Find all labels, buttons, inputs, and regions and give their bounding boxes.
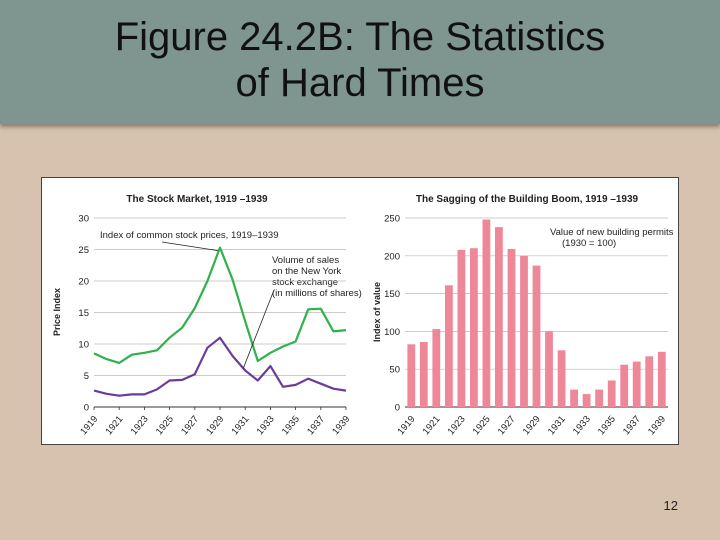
- building-annotation-line-2: (1930 = 100): [562, 238, 616, 249]
- stock-y-tick-label: 20: [78, 277, 89, 288]
- stock-x-tick-label: 1931: [229, 414, 251, 437]
- building-bar: [632, 361, 641, 407]
- stock-y-tick-label: 15: [78, 308, 89, 319]
- building-bar: [607, 380, 616, 407]
- stock-y-tick-label: 0: [84, 403, 89, 414]
- volume-annotation-line-3: stock exchange: [272, 277, 338, 288]
- building-bar: [620, 364, 629, 407]
- building-bar: [470, 248, 478, 407]
- building-bar: [520, 255, 528, 407]
- stock-x-tick-label: 1933: [255, 414, 277, 437]
- building-bar: [407, 344, 416, 407]
- stock-index-line: [93, 246, 347, 364]
- stock-x-tick-label: 1927: [179, 414, 201, 437]
- building-x-tick-label: 1931: [546, 414, 568, 437]
- stock-x-tick-label: 1921: [103, 414, 125, 437]
- building-bar: [457, 249, 466, 407]
- stock-chart-ylabel: Price Index: [52, 288, 62, 336]
- slide-title: Figure 24.2B: The Statistics of Hard Tim…: [40, 14, 680, 106]
- building-x-tick-label: 1935: [596, 414, 618, 437]
- building-x-tick-label: 1927: [496, 414, 518, 437]
- building-x-tick-label: 1929: [521, 414, 543, 437]
- figure-svg: The Stock Market, 1919 –1939 Price Index…: [52, 194, 674, 437]
- building-x-tick-label: 1919: [396, 414, 418, 437]
- slide-title-line-2: of Hard Times: [235, 61, 485, 105]
- building-bar: [419, 342, 428, 407]
- stock-x-tick-label: 1929: [204, 414, 226, 437]
- stock-y-tick-label: 25: [78, 245, 89, 256]
- building-bar: [645, 356, 654, 407]
- volume-annotation-line-4: (in millions of shares): [272, 288, 362, 299]
- building-bar: [507, 249, 516, 407]
- building-y-tick-label: 0: [395, 403, 400, 414]
- volume-annotation-line-1: Volume of sales: [272, 255, 339, 266]
- building-x-tick-label: 1925: [471, 414, 493, 437]
- stock-chart-title: The Stock Market, 1919 –1939: [126, 194, 268, 205]
- building-y-tick-label: 250: [384, 214, 400, 225]
- stock-x-tick-label: 1925: [154, 414, 176, 437]
- building-y-tick-label: 200: [384, 251, 400, 262]
- building-bar: [582, 394, 591, 407]
- page-number: 12: [663, 498, 678, 513]
- building-x-tick-label: 1923: [446, 414, 468, 437]
- building-bar: [595, 389, 603, 407]
- building-bar: [445, 285, 453, 407]
- building-annotation-line-1: Value of new building permits: [550, 227, 674, 238]
- building-chart-ylabel: Index of value: [372, 282, 382, 342]
- title-band: [0, 0, 720, 124]
- stock-x-tick-label: 1935: [280, 414, 302, 437]
- building-bar: [432, 329, 441, 407]
- stock-y-tick-label: 5: [84, 371, 89, 382]
- building-bar: [495, 227, 503, 407]
- stock-y-tick-label: 30: [78, 214, 89, 225]
- stock-x-tick-label: 1919: [78, 414, 100, 437]
- figure-panel: The Stock Market, 1919 –1939 Price Index…: [41, 177, 679, 445]
- building-bar: [482, 219, 491, 407]
- building-bar: [657, 351, 666, 407]
- stock-x-tick-label: 1937: [305, 414, 327, 437]
- volume-line: [93, 336, 347, 397]
- stock-index-leader-line: [161, 241, 219, 252]
- volume-leader-line: [242, 289, 275, 369]
- stock-x-tick-label: 1939: [330, 414, 352, 437]
- building-y-tick-label: 50: [389, 365, 400, 376]
- stock-x-tick-label: 1923: [129, 414, 151, 437]
- building-bar: [545, 331, 553, 407]
- slide-title-line-1: Figure 24.2B: The Statistics: [114, 15, 606, 59]
- building-x-tick-label: 1939: [646, 414, 668, 437]
- stock-y-tick-label: 10: [78, 340, 89, 351]
- building-bar: [557, 350, 566, 407]
- building-y-tick-label: 100: [384, 327, 400, 338]
- building-x-tick-label: 1937: [621, 414, 643, 437]
- building-bar: [570, 389, 578, 407]
- stock-index-annotation: Index of common stock prices, 1919–1939: [100, 230, 279, 241]
- building-x-tick-label: 1921: [421, 414, 443, 437]
- building-x-tick-label: 1933: [571, 414, 593, 437]
- building-bar: [532, 265, 541, 407]
- building-y-tick-label: 150: [384, 289, 400, 300]
- building-chart-title: The Sagging of the Building Boom, 1919 –…: [416, 194, 639, 205]
- volume-annotation-line-2: on the New York: [272, 266, 341, 277]
